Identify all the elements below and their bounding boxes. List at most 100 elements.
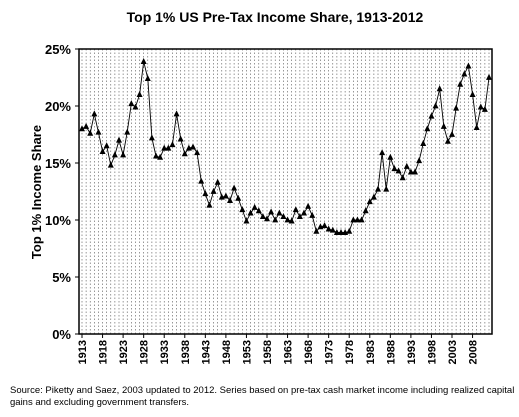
- y-tick-label: 25%: [45, 42, 71, 57]
- data-point: [309, 211, 316, 218]
- data-point: [449, 130, 455, 137]
- y-axis: 0% 5% 10% 15% 20% 25%: [45, 42, 79, 342]
- data-point: [91, 110, 98, 117]
- data-point: [161, 144, 168, 151]
- data-point: [481, 105, 488, 112]
- data-point: [107, 161, 114, 168]
- data-point: [255, 207, 262, 214]
- x-tick-label: 1968: [303, 340, 315, 364]
- data-point: [169, 141, 176, 148]
- data-point: [486, 73, 492, 80]
- data-point: [148, 134, 155, 141]
- x-tick-label: 2008: [468, 340, 480, 364]
- x-tick-label: 1918: [98, 340, 110, 364]
- data-point: [432, 102, 439, 109]
- data-point: [83, 122, 90, 129]
- data-point: [231, 184, 238, 191]
- x-tick-label: 1978: [344, 340, 356, 364]
- source-footnote: Source: Piketty and Saez, 2003 updated t…: [10, 385, 515, 408]
- data-point: [333, 228, 340, 235]
- data-point: [362, 207, 369, 214]
- data-point: [375, 185, 381, 192]
- y-axis-label: Top 1% Income Share: [29, 125, 44, 259]
- data-point: [354, 216, 361, 223]
- x-tick-label: 1993: [406, 340, 418, 364]
- data-point: [116, 136, 122, 143]
- data-point: [165, 144, 172, 151]
- data-point: [111, 151, 118, 158]
- data-point: [153, 152, 159, 159]
- data-point: [329, 226, 336, 233]
- data-point: [288, 217, 295, 224]
- data-point: [202, 190, 209, 197]
- data-point: [407, 168, 414, 175]
- data-point: [387, 153, 394, 160]
- data-point: [453, 104, 460, 111]
- data-point: [144, 75, 151, 82]
- data-point: [235, 194, 242, 201]
- data-point: [243, 217, 250, 224]
- data-point: [473, 124, 480, 131]
- data-point: [128, 100, 135, 107]
- data-point: [140, 57, 147, 64]
- data-point: [366, 198, 373, 205]
- data-point: [412, 168, 418, 175]
- x-tick-label: 1998: [426, 340, 438, 364]
- data-point: [391, 165, 398, 172]
- y-tick-label: 5%: [52, 270, 71, 285]
- data-point: [214, 178, 221, 185]
- data-point: [227, 197, 233, 204]
- data-point: [325, 225, 332, 232]
- x-tick-label: 1988: [385, 340, 397, 364]
- data-point: [120, 151, 127, 158]
- data-point: [428, 112, 435, 119]
- data-point: [465, 62, 472, 69]
- data-point: [247, 209, 254, 216]
- data-point: [190, 143, 196, 150]
- plot-area: [78, 48, 493, 335]
- data-point: [292, 206, 299, 213]
- data-point: [177, 135, 184, 142]
- x-tick-label: 1928: [139, 340, 151, 364]
- data-point: [383, 185, 390, 192]
- data-point: [206, 201, 213, 208]
- data-point: [99, 148, 106, 154]
- data-point: [436, 85, 443, 92]
- data-point: [305, 202, 312, 209]
- data-point: [181, 150, 188, 157]
- grid: [81, 49, 490, 334]
- x-tick-label: 1938: [180, 340, 192, 364]
- data-point: [132, 103, 139, 110]
- x-axis: 1913 1918 1923 1928 1933 1938 1943 1948 1953 1958…: [77, 334, 480, 364]
- data-point: [124, 128, 131, 135]
- x-tick-label: 1963: [283, 340, 295, 364]
- data-point: [272, 216, 279, 223]
- data-point: [440, 122, 447, 129]
- x-tick-label: 1943: [200, 340, 212, 364]
- series-top-1-percent: [79, 57, 492, 235]
- data-point: [198, 177, 205, 184]
- data-point: [321, 222, 328, 229]
- data-point: [399, 174, 406, 181]
- data-point: [210, 187, 217, 194]
- data-point: [284, 216, 291, 223]
- data-point: [346, 227, 353, 234]
- data-point: [338, 228, 344, 235]
- x-tick-label: 1933: [159, 340, 171, 364]
- x-tick-label: 1948: [221, 340, 233, 364]
- y-tick-label: 10%: [45, 213, 71, 228]
- y-tick-label: 15%: [45, 156, 71, 171]
- data-point: [457, 80, 464, 87]
- x-tick-label: 1983: [365, 340, 377, 364]
- data-point: [424, 125, 431, 132]
- data-point: [276, 209, 283, 216]
- data-point: [313, 227, 320, 234]
- data-point: [403, 162, 410, 169]
- data-point: [194, 149, 201, 156]
- x-tick-label: 1953: [241, 340, 253, 364]
- y-tick-label: 0%: [52, 327, 71, 342]
- data-point: [358, 216, 365, 223]
- data-point: [379, 149, 386, 156]
- data-point: [173, 110, 180, 117]
- data-point: [103, 142, 110, 149]
